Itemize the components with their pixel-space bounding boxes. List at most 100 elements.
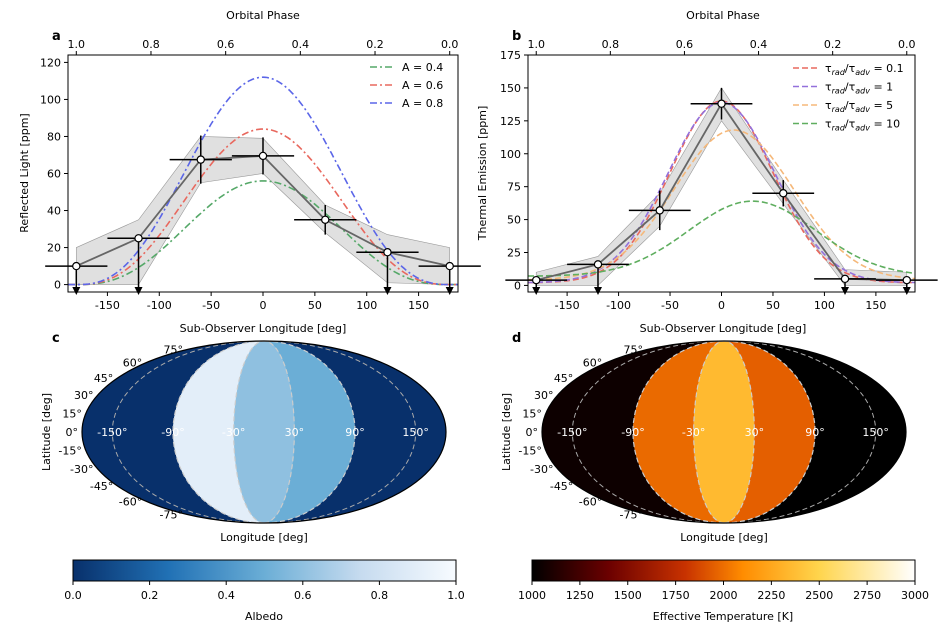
panel-d-colorbar-tick-label: 2750 — [853, 589, 881, 602]
panel-a-ytick-label: 80 — [47, 130, 61, 143]
panel-b-legend: τrad/τadv = 0.1 τrad/τadv = 1 τrad/τadv = … — [793, 62, 904, 133]
panel-b-ytick-label: 75 — [507, 181, 521, 194]
panel-letter-d: d — [512, 331, 521, 346]
panel-c-map-outline — [81, 340, 447, 524]
panel-c-colorbar — [72, 559, 457, 582]
panel-a-ytick-label: 40 — [47, 205, 61, 218]
panel-d-lat-label: -60° — [579, 495, 602, 508]
panel-b-top-tick-label: 0.8 — [602, 38, 620, 51]
panel-d-region-boundary — [723, 341, 755, 523]
panel-d-lat-label: -45° — [550, 480, 573, 493]
panel-c-colorbar-tick-label: 0.2 — [141, 589, 159, 602]
panel-b-upper-limit-arrow — [902, 287, 911, 295]
panel-b-top-tick-label: 0.4 — [750, 38, 768, 51]
panel-b-model-curve — [528, 200, 915, 277]
panel-c-lon-label: 150° — [402, 426, 429, 439]
panel-b-data-point — [717, 99, 726, 108]
panel-c-albedo-map: -150° -90° -30° 30° 90° 150°75°60°45°30°15°0°… — [40, 340, 465, 623]
panel-a-data-point — [383, 247, 392, 257]
panel-a-ytick-label: 0 — [54, 279, 61, 292]
panel-d-colorbar-tick-label: 1250 — [566, 589, 594, 602]
panel-a-upper-limit-arrow — [134, 287, 143, 295]
panel-d-colorbar-tick-label: 1000 — [518, 589, 546, 602]
panel-b-top-tick-label: 0.6 — [676, 38, 694, 51]
panel-a-xtick-label: 150 — [408, 299, 429, 312]
panel-a-top-tick-label: 0.6 — [217, 38, 235, 51]
panel-b-ytick-label: 0 — [514, 279, 521, 292]
panel-d-temperature-map: -150° -90° -30° 30° 90° 150°75°60°45°30°15°0°… — [500, 340, 929, 623]
panel-a-model-curve — [68, 180, 458, 286]
panel-c-lon-label: 30° — [285, 426, 305, 439]
panel-c-lon-label: -150° — [97, 426, 127, 439]
panel-b-ytick-label: 25 — [507, 247, 521, 260]
panel-a-xtick-label: -100 — [147, 299, 172, 312]
panel-b-top-tick-label: 0.0 — [898, 38, 916, 51]
panel-b-x-axis-label: Sub-Observer Longitude [deg] — [640, 322, 807, 335]
panel-d-map-outline — [541, 340, 907, 524]
panel-a-data-point — [258, 151, 268, 161]
panel-c-map-region — [173, 341, 264, 523]
panel-c-lat-label: 75° — [163, 344, 183, 357]
panel-b-top-tick-label: 1.0 — [527, 38, 545, 51]
panel-a-top-axis-label: Orbital Phase — [226, 9, 300, 22]
panel-c-colorbar-tick-label: 1.0 — [447, 589, 465, 602]
panel-c-map-region — [264, 341, 446, 523]
panel-a-upper-limit-arrow — [445, 287, 454, 295]
panel-a-xtick-label: 50 — [308, 299, 322, 312]
panel-a-ytick-label: 120 — [40, 56, 61, 69]
panel-a-top-tick-label: 0.4 — [292, 38, 310, 51]
panel-b-xtick-label: -150 — [555, 299, 580, 312]
panel-a-xtick-label: 100 — [356, 299, 377, 312]
panel-b-xtick-label: 100 — [814, 299, 835, 312]
panel-c-region-boundary — [263, 341, 295, 523]
panel-c-map-region — [233, 341, 295, 523]
panel-b-thermal-emission: -150 -100 -50 0 50 100 150 0 25 50 75 100 125 150 175… — [476, 9, 938, 335]
panel-b-data-point — [655, 206, 664, 215]
panel-d-lat-label: 0° — [526, 426, 539, 439]
panel-b-top-axis-label: Orbital Phase — [686, 9, 760, 22]
panel-a-top-tick-label: 0.2 — [366, 38, 384, 51]
panel-d-colorbar-tick-label: 2000 — [710, 589, 738, 602]
panel-b-xtick-label: 150 — [865, 299, 886, 312]
panel-d-map-region — [633, 341, 724, 523]
panel-d-meridian — [571, 341, 725, 523]
panel-c-region-boundary — [172, 341, 265, 523]
panel-a-reflected-light: -150 -100 -50 0 50 100 150 0 20 40 60 80 100 120 1.0… — [18, 9, 481, 335]
panel-c-x-axis-label: Longitude [deg] — [220, 531, 308, 544]
panel-d-region-boundary — [693, 341, 725, 523]
panel-a-ytick-label: 60 — [47, 168, 61, 181]
panel-a-model-curve — [68, 128, 458, 286]
panel-a-upper-limit-arrow — [72, 287, 81, 295]
panel-d-lon-label: 150° — [862, 426, 889, 439]
panel-c-lat-label: -60° — [119, 495, 142, 508]
panel-d-colorbar-tick-label: 1500 — [614, 589, 642, 602]
panel-c-lat-label: -30° — [70, 463, 93, 476]
panel-d-map-region — [724, 341, 815, 523]
panel-d-colorbar-tick-label: 1750 — [662, 589, 690, 602]
panel-c-region-boundary — [263, 341, 356, 523]
panel-a-model-curve — [68, 76, 458, 286]
panel-b-data-point — [593, 260, 603, 269]
panel-c-lat-label: 0° — [66, 426, 79, 439]
panel-d-map-region — [724, 341, 906, 523]
panel-c-lon-label: -90° — [161, 426, 184, 439]
panel-a-xtick-label: -150 — [95, 299, 120, 312]
panel-c-lon-label: 90° — [345, 426, 365, 439]
panel-b-top-tick-label: 0.2 — [824, 38, 842, 51]
panel-c-colorbar-tick-label: 0.0 — [64, 589, 82, 602]
panel-c-lat-label: 60° — [123, 357, 143, 370]
panel-b-upper-limit-arrow — [841, 287, 850, 295]
panel-b-data-point — [902, 275, 911, 285]
panel-b-upper-limit-arrow — [593, 287, 602, 295]
panel-a-ytick-label: 100 — [40, 93, 61, 106]
panel-d-x-axis-label: Longitude [deg] — [680, 531, 768, 544]
panel-d-lon-label: 30° — [745, 426, 765, 439]
panel-a-legend-label: A = 0.4 — [402, 61, 443, 74]
panel-letter-b: b — [512, 29, 521, 44]
panel-b-legend-label: τrad/τadv = 10 — [825, 118, 900, 133]
panel-b-data-point — [840, 274, 850, 284]
panel-b-legend-label: τrad/τadv = 5 — [825, 99, 893, 114]
panel-a-legend-label: A = 0.8 — [402, 97, 443, 110]
panel-c-region-boundary — [233, 341, 265, 523]
